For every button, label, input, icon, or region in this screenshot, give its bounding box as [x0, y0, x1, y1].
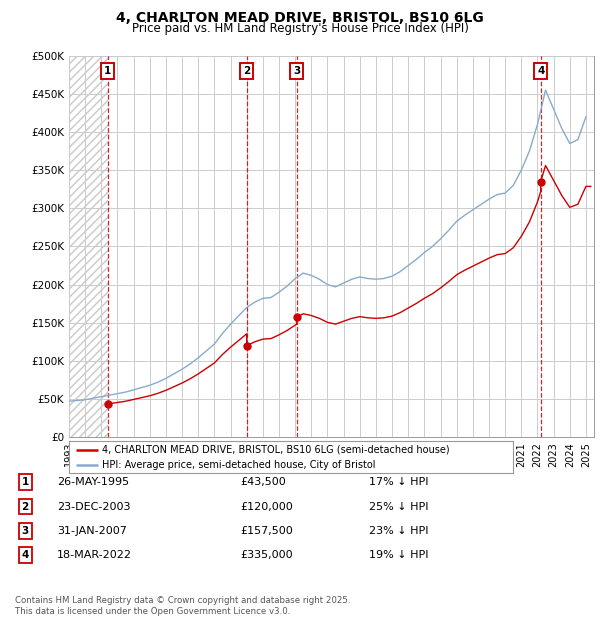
Text: 26-MAY-1995: 26-MAY-1995 [57, 477, 129, 487]
Text: 3: 3 [22, 526, 29, 536]
Text: 1: 1 [104, 66, 112, 76]
Text: £335,000: £335,000 [240, 550, 293, 560]
Text: 4: 4 [537, 66, 544, 76]
Bar [69, 56, 108, 437]
Text: Contains HM Land Registry data © Crown copyright and database right 2025.
This d: Contains HM Land Registry data © Crown c… [15, 596, 350, 616]
Text: £157,500: £157,500 [240, 526, 293, 536]
Text: 18-MAR-2022: 18-MAR-2022 [57, 550, 132, 560]
Text: 1: 1 [22, 477, 29, 487]
Text: 3: 3 [293, 66, 301, 76]
Text: 31-JAN-2007: 31-JAN-2007 [57, 526, 127, 536]
Text: 4: 4 [22, 550, 29, 560]
Text: £43,500: £43,500 [240, 477, 286, 487]
Text: 4, CHARLTON MEAD DRIVE, BRISTOL, BS10 6LG: 4, CHARLTON MEAD DRIVE, BRISTOL, BS10 6L… [116, 11, 484, 25]
Text: 17% ↓ HPI: 17% ↓ HPI [369, 477, 428, 487]
Text: HPI: Average price, semi-detached house, City of Bristol: HPI: Average price, semi-detached house,… [102, 460, 376, 470]
Text: 25% ↓ HPI: 25% ↓ HPI [369, 502, 428, 512]
Text: 2: 2 [22, 502, 29, 512]
Text: 2: 2 [243, 66, 250, 76]
Text: £120,000: £120,000 [240, 502, 293, 512]
Text: 19% ↓ HPI: 19% ↓ HPI [369, 550, 428, 560]
Text: 23-DEC-2003: 23-DEC-2003 [57, 502, 131, 512]
Text: 4, CHARLTON MEAD DRIVE, BRISTOL, BS10 6LG (semi-detached house): 4, CHARLTON MEAD DRIVE, BRISTOL, BS10 6L… [102, 445, 450, 455]
Text: Price paid vs. HM Land Registry's House Price Index (HPI): Price paid vs. HM Land Registry's House … [131, 22, 469, 35]
Text: 23% ↓ HPI: 23% ↓ HPI [369, 526, 428, 536]
